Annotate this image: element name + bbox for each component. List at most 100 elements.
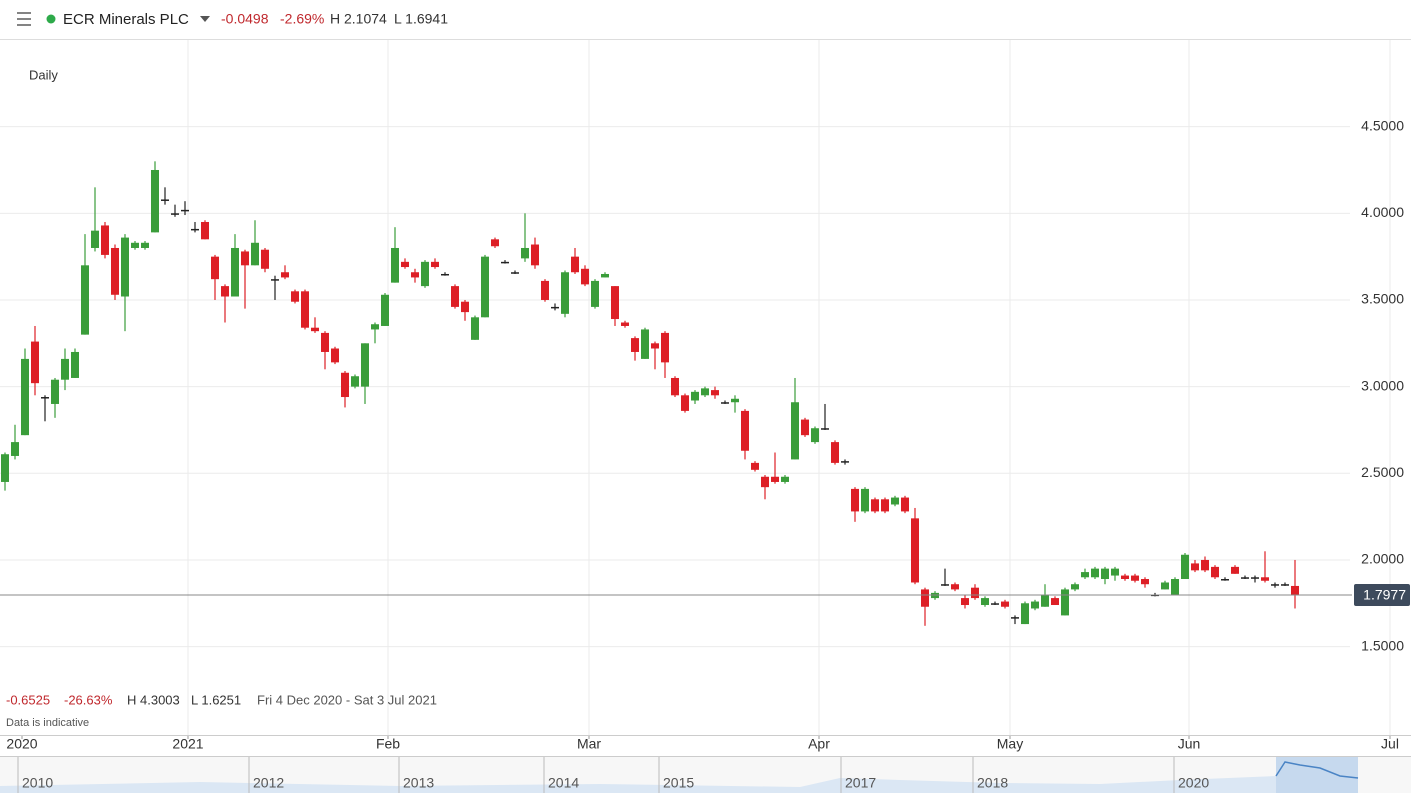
candle-body xyxy=(991,603,999,605)
candle-body xyxy=(521,247,529,259)
navigator-label: 2020 xyxy=(1178,775,1209,791)
navigator-label: 2013 xyxy=(403,775,434,791)
candle-body xyxy=(1231,566,1239,574)
candle-body xyxy=(581,268,589,285)
change: -0.0498 xyxy=(221,11,269,27)
status-dot xyxy=(46,14,56,24)
candle-body xyxy=(671,377,679,396)
candle-body xyxy=(541,280,549,300)
candle-body xyxy=(41,397,49,399)
candle-body xyxy=(61,358,69,380)
candle-body xyxy=(831,442,839,463)
period-low: L 1.6251 xyxy=(191,692,241,707)
y-tick-label: 3.5000 xyxy=(1361,291,1404,307)
candle-body xyxy=(881,499,889,512)
candle-body xyxy=(791,402,799,460)
candle-body xyxy=(241,251,249,266)
candle-body xyxy=(971,587,979,599)
candle-body xyxy=(1081,572,1089,578)
plot xyxy=(1,161,1299,626)
candle-body xyxy=(571,256,579,273)
data-note: Data is indicative xyxy=(6,717,89,729)
candle-body xyxy=(341,372,349,398)
navigator-label: 2015 xyxy=(663,775,694,791)
candle-body xyxy=(481,256,489,318)
candle-body xyxy=(961,598,969,606)
candle-body xyxy=(91,230,99,248)
candle-body xyxy=(941,584,949,586)
candle-body xyxy=(441,273,449,276)
candle-body xyxy=(701,388,709,396)
candle-body xyxy=(331,348,339,363)
candle-body xyxy=(251,242,259,266)
navigator[interactable]: 2010 2012 2013 2014 2015 2017 2018 2020 xyxy=(0,756,1411,793)
candle-body xyxy=(1061,589,1069,616)
candle-body xyxy=(1091,568,1099,578)
y-tick-label: 2.0000 xyxy=(1361,551,1404,567)
day-high: H 2.1074 xyxy=(330,11,387,27)
candle-body xyxy=(421,261,429,287)
candle-body xyxy=(911,518,919,583)
candle-body xyxy=(271,279,279,281)
candle-body xyxy=(951,584,959,590)
candle-body xyxy=(711,390,719,396)
candle-body xyxy=(211,256,219,280)
candle-body xyxy=(721,402,729,404)
instrument-name[interactable]: ECR Minerals PLC xyxy=(63,11,189,28)
dropdown-arrow[interactable] xyxy=(200,16,210,22)
candle-body xyxy=(311,327,319,332)
x-tick-label: Apr xyxy=(808,736,830,752)
x-tick-label: Jul xyxy=(1381,736,1399,752)
candle-body xyxy=(1041,594,1049,607)
candle-body xyxy=(901,497,909,512)
x-tick-label: 2020 xyxy=(6,736,37,752)
candle-body xyxy=(1271,584,1279,586)
x-tick-label: Feb xyxy=(376,736,400,752)
candle-body xyxy=(1191,563,1199,571)
candle-body xyxy=(1241,577,1249,579)
candle-body xyxy=(1001,601,1009,607)
candle-body xyxy=(811,428,819,443)
y-tick-label: 2.5000 xyxy=(1361,464,1404,480)
candle-body xyxy=(1201,559,1209,571)
candle-body xyxy=(381,294,389,326)
candle-body xyxy=(611,286,619,320)
x-tick-label: Mar xyxy=(577,736,601,752)
candle-body xyxy=(1021,603,1029,625)
candle-body xyxy=(861,488,869,512)
candle-body xyxy=(191,228,199,231)
candle-body xyxy=(151,169,159,233)
candle-body xyxy=(101,225,109,255)
navigator-labels: 2010 2012 2013 2014 2015 2017 2018 2020 xyxy=(17,757,1209,793)
candle-body xyxy=(1251,577,1259,579)
candle-body xyxy=(281,272,289,278)
candle-body xyxy=(291,291,299,302)
candle-body xyxy=(821,428,829,430)
y-tick-label: 3.0000 xyxy=(1361,377,1404,393)
candle-body xyxy=(1171,579,1179,595)
candle-body xyxy=(921,589,929,607)
candle-body xyxy=(501,261,509,264)
candle-body xyxy=(511,272,519,274)
candle-body xyxy=(171,213,179,215)
candle-body xyxy=(491,239,499,247)
candle-body xyxy=(761,476,769,488)
candle-body xyxy=(1111,568,1119,576)
menu-icon[interactable] xyxy=(17,12,31,26)
candle-body xyxy=(51,379,59,404)
candle-body xyxy=(731,398,739,403)
candle-body xyxy=(161,199,169,201)
candle-body xyxy=(1051,598,1059,606)
candle-body xyxy=(221,286,229,297)
candle-body xyxy=(261,249,269,269)
candle-body xyxy=(471,317,479,340)
candle-body xyxy=(131,242,139,248)
candle-body xyxy=(411,272,419,278)
candle-body xyxy=(591,280,599,307)
interval[interactable]: Daily xyxy=(29,67,58,82)
candle-body xyxy=(641,329,649,359)
candle-body xyxy=(1221,579,1229,581)
candle-body xyxy=(1211,566,1219,578)
candle-body xyxy=(871,499,879,512)
candle-body xyxy=(681,395,689,411)
